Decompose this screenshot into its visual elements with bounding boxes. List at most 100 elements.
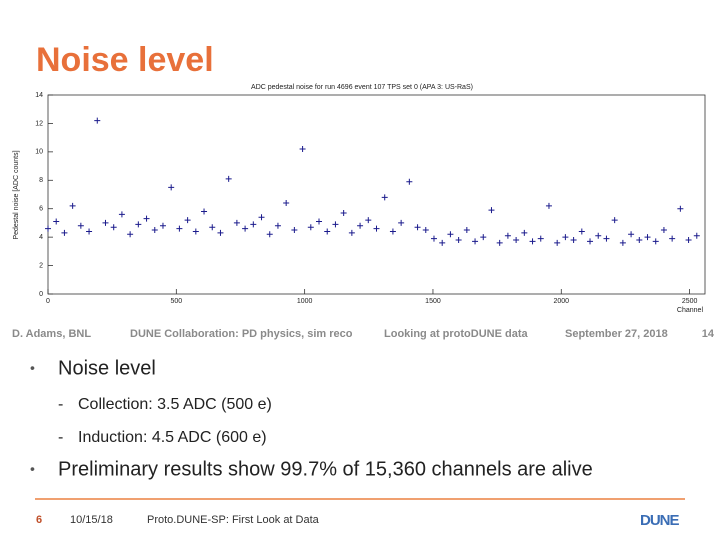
point [652, 238, 659, 245]
point [201, 208, 208, 215]
point [693, 232, 700, 239]
bullet-dot: • [30, 461, 35, 477]
chart-title: ADC pedestal noise for run 4696 event 10… [251, 84, 473, 91]
slide-title: Noise level [36, 41, 214, 79]
plot: 0 2 4 6 8 10 12 14 0 500 1000 1500 2000 2500 [35, 92, 700, 305]
point [340, 209, 347, 216]
point [480, 234, 487, 241]
point [291, 227, 298, 234]
point [496, 239, 503, 246]
y-axis-label: Pedestal noise [ADC counts] [13, 150, 20, 239]
point [570, 236, 577, 243]
point [537, 235, 544, 242]
point [603, 235, 610, 242]
point [472, 238, 479, 245]
info-author: D. Adams, BNL [12, 328, 91, 340]
point [53, 218, 60, 225]
point [77, 222, 84, 229]
footer-logo: DUNE [640, 512, 679, 529]
footer-date: 10/15/18 [70, 514, 113, 526]
point [611, 217, 618, 224]
sub-bullet: Induction: 4.5 ADC (600 e) [78, 429, 267, 446]
point [233, 219, 240, 226]
point [332, 221, 339, 228]
point [127, 231, 134, 238]
point [414, 224, 421, 231]
point [595, 232, 602, 239]
point [299, 146, 306, 153]
y-tick-label: 0 [39, 291, 43, 298]
point [447, 231, 454, 238]
point [225, 175, 232, 182]
point [439, 239, 446, 246]
point [258, 214, 265, 221]
point [587, 238, 594, 245]
point [242, 225, 249, 232]
point [685, 236, 692, 243]
point [168, 184, 175, 191]
point [151, 227, 158, 234]
info-page: 14 [702, 328, 715, 340]
point [513, 236, 520, 243]
y-tick-label: 4 [39, 234, 43, 241]
point [357, 222, 364, 229]
point [324, 228, 331, 235]
point [463, 227, 470, 234]
point [266, 231, 273, 238]
bullet: Preliminary results show 99.7% of 15,360… [58, 458, 593, 480]
info-date: September 27, 2018 [565, 328, 668, 340]
point [406, 178, 413, 185]
bullets: • Noise level - Collection: 3.5 ADC (500… [30, 357, 593, 480]
point [94, 117, 101, 124]
x-tick-label: 500 [170, 298, 182, 305]
y-tick-label: 12 [35, 120, 43, 127]
dash: - [58, 396, 63, 413]
point [283, 200, 290, 207]
bullet-dot: • [30, 360, 35, 376]
point [192, 228, 199, 235]
point [176, 225, 183, 232]
point [488, 207, 495, 214]
point [307, 224, 314, 231]
point [628, 231, 635, 238]
point [102, 219, 109, 226]
point [389, 228, 396, 235]
point [143, 215, 150, 222]
point [644, 234, 651, 241]
x-tick-label: 0 [46, 298, 50, 305]
point [504, 232, 511, 239]
point [578, 228, 585, 235]
point [373, 225, 380, 232]
bullet: Noise level [58, 357, 156, 379]
point [316, 218, 323, 225]
point [110, 224, 117, 231]
info-talk: Looking at protoDUNE data [384, 328, 528, 340]
point [61, 229, 68, 236]
point [660, 227, 667, 234]
point [348, 229, 355, 236]
plot-frame [47, 94, 706, 295]
point [669, 235, 676, 242]
dash: - [58, 429, 63, 446]
point [217, 229, 224, 236]
point [636, 236, 643, 243]
y-tick-label: 6 [39, 206, 43, 213]
point [118, 211, 125, 218]
point [86, 228, 93, 235]
point [159, 222, 166, 229]
point [677, 205, 684, 212]
point [45, 225, 51, 232]
point [274, 222, 281, 229]
point [209, 224, 216, 231]
footer-page: 6 [36, 514, 42, 526]
y-tick-label: 10 [35, 149, 43, 156]
y-tick-label: 2 [39, 262, 43, 269]
x-tick-label: 1000 [297, 298, 313, 305]
point [135, 221, 142, 228]
point [430, 235, 437, 242]
point [398, 219, 405, 226]
x-tick-label: 2000 [553, 298, 569, 305]
point [455, 236, 462, 243]
point [521, 229, 528, 236]
